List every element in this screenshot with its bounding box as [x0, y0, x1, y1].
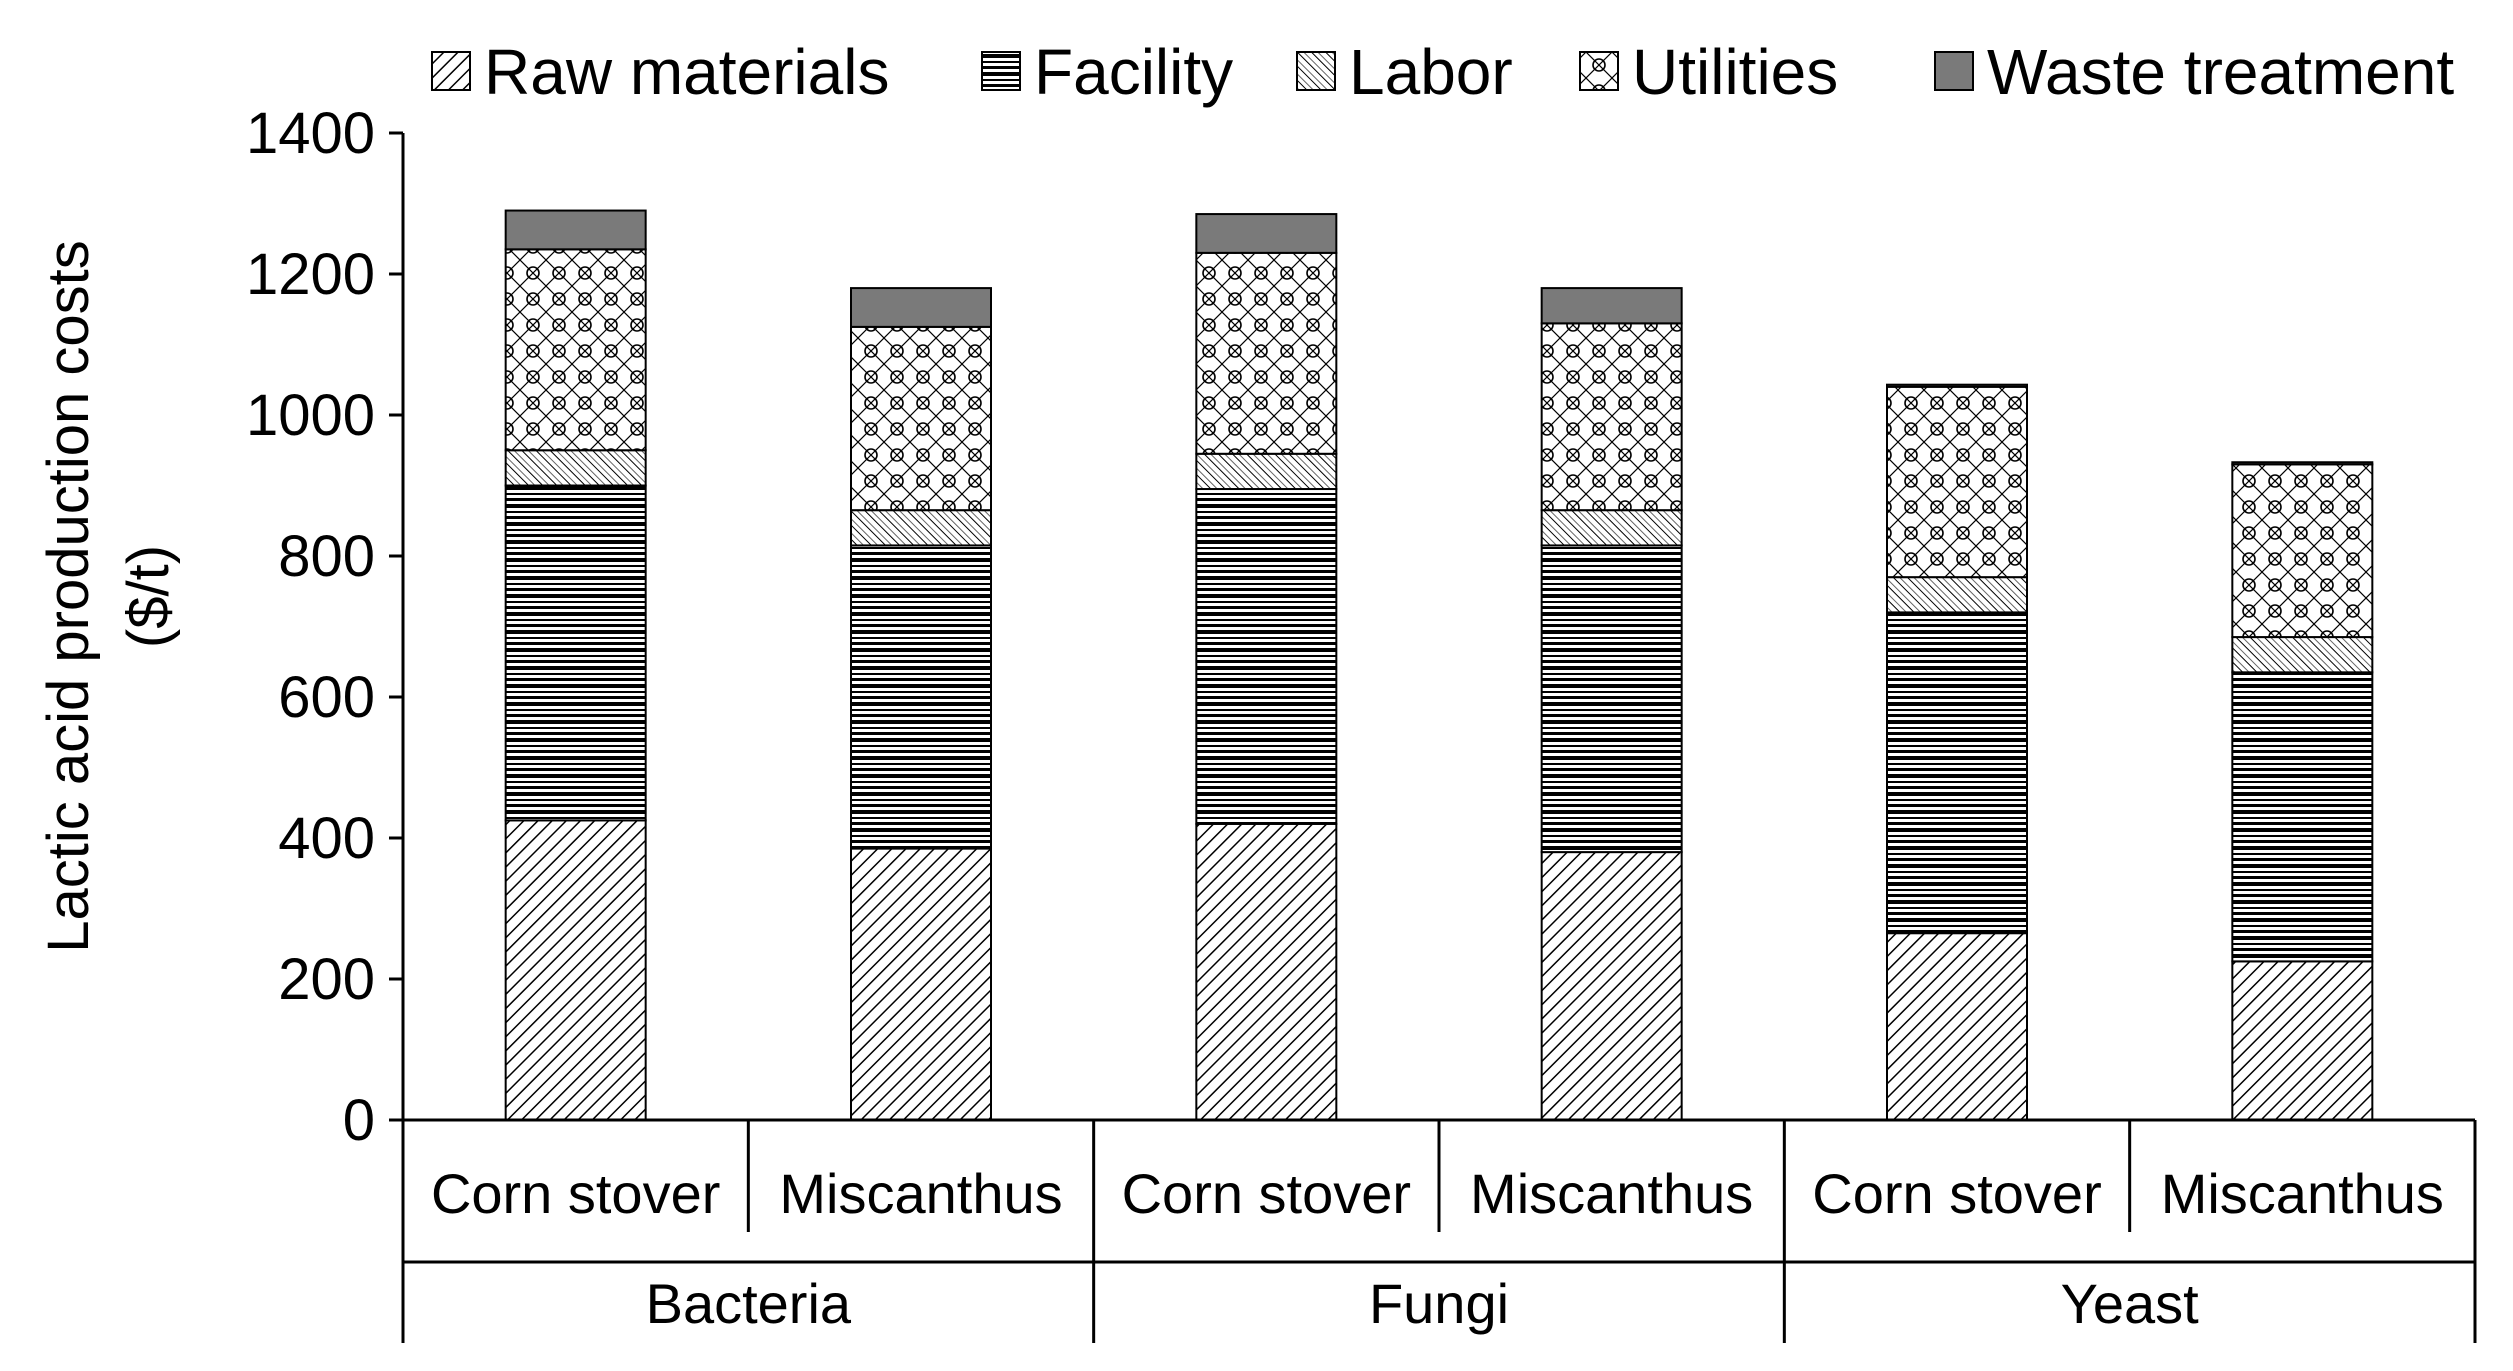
bar-segment-waste-treatment [2231, 461, 2374, 466]
bar-stack [2231, 461, 2374, 1121]
legend-swatch [1579, 51, 1619, 91]
bar-stack [1540, 287, 1683, 1121]
y-axis-title-line: Lactic acid production costs [36, 240, 101, 952]
bar-segment-raw-materials [1540, 851, 1683, 1121]
legend-swatch [1934, 51, 1974, 91]
legend-item-raw-materials: Raw materials [431, 36, 889, 108]
bar-stack [850, 287, 992, 1121]
bar-stack [504, 209, 647, 1121]
y-axis-title: Lactic acid production costs ($/t) [36, 240, 181, 952]
y-axis: 0 200 400 600 800 1000 1200 1400 [246, 101, 405, 1153]
legend-item-utilities: Utilities [1579, 36, 1838, 108]
legend-label: Waste treatment [1987, 36, 2454, 108]
bar-segment-raw-materials [1195, 822, 1338, 1122]
bar-segment-waste-treatment [504, 209, 647, 251]
bar-segment-utilities [1540, 322, 1683, 512]
bar-segment-labor [1886, 576, 2028, 614]
legend-swatch [1296, 51, 1336, 91]
bar-segment-labor [2231, 636, 2374, 674]
y-tick-label: 1000 [246, 383, 375, 448]
y-tick-label: 1200 [246, 242, 375, 307]
legend-label: Facility [1034, 36, 1233, 108]
y-tick-label: 800 [278, 524, 375, 589]
bar-segment-facility [1886, 611, 2028, 935]
bar-segment-labor [1195, 452, 1338, 491]
bar-segment-waste-treatment [850, 287, 992, 328]
legend-label: Labor [1349, 36, 1513, 108]
category-label: Corn stover [1122, 1162, 1411, 1225]
group-label: Yeast [2061, 1272, 2200, 1335]
bar-segment-utilities [1886, 385, 2028, 579]
legend-swatch [431, 51, 471, 91]
y-tick-label: 1400 [246, 101, 375, 166]
bar-segment-utilities [1195, 251, 1338, 455]
bar-segment-waste-treatment [1886, 383, 2028, 388]
legend-item-facility: Facility [981, 36, 1233, 108]
bar-segment-facility [2231, 671, 2374, 963]
bar-segment-raw-materials [1886, 932, 2028, 1121]
group-label: Bacteria [646, 1272, 852, 1335]
bar-segment-labor [850, 509, 992, 547]
bar-segment-waste-treatment [1195, 213, 1338, 254]
category-label: Miscanthus [2161, 1162, 2444, 1225]
bar-segment-facility [1540, 544, 1683, 854]
bar-segment-utilities [850, 325, 992, 512]
bar-stack [1886, 383, 2028, 1121]
category-label: Miscanthus [1470, 1162, 1753, 1225]
legend-swatch [981, 51, 1021, 91]
bar-segment-facility [1195, 488, 1338, 825]
y-axis-title-line: ($/t) [116, 545, 181, 648]
bar-segment-labor [504, 449, 647, 487]
bar-segment-utilities [2231, 463, 2374, 639]
legend-label: Raw materials [484, 36, 889, 108]
category-label: Miscanthus [779, 1162, 1062, 1225]
legend-label: Utilities [1632, 36, 1838, 108]
bar-segment-waste-treatment [1540, 287, 1683, 325]
y-tick-label: 200 [278, 947, 375, 1012]
bars [504, 209, 2374, 1122]
bar-segment-facility [850, 544, 992, 850]
y-tick-label: 600 [278, 665, 375, 730]
y-tick-label: 400 [278, 806, 375, 871]
group-label: Fungi [1369, 1272, 1509, 1335]
x-axis: Corn stover Miscanthus Corn stover Miscanth… [401, 1118, 2477, 1343]
bar-segment-labor [1540, 509, 1683, 547]
category-label: Corn stover [431, 1162, 720, 1225]
legend-item-waste-treatment: Waste treatment [1934, 36, 2454, 108]
y-tick-label: 0 [343, 1088, 375, 1153]
legend-item-labor: Labor [1296, 36, 1513, 108]
bar-segment-facility [504, 484, 647, 822]
bar-segment-raw-materials [850, 847, 992, 1121]
bar-segment-raw-materials [2231, 960, 2374, 1121]
bar-segment-raw-materials [504, 819, 647, 1121]
category-label: Corn stover [1812, 1162, 2101, 1225]
bar-stack [1195, 213, 1338, 1122]
legend: Raw materials Facility Labor Utilities Waste… [431, 36, 2454, 108]
bar-segment-utilities [504, 248, 647, 452]
